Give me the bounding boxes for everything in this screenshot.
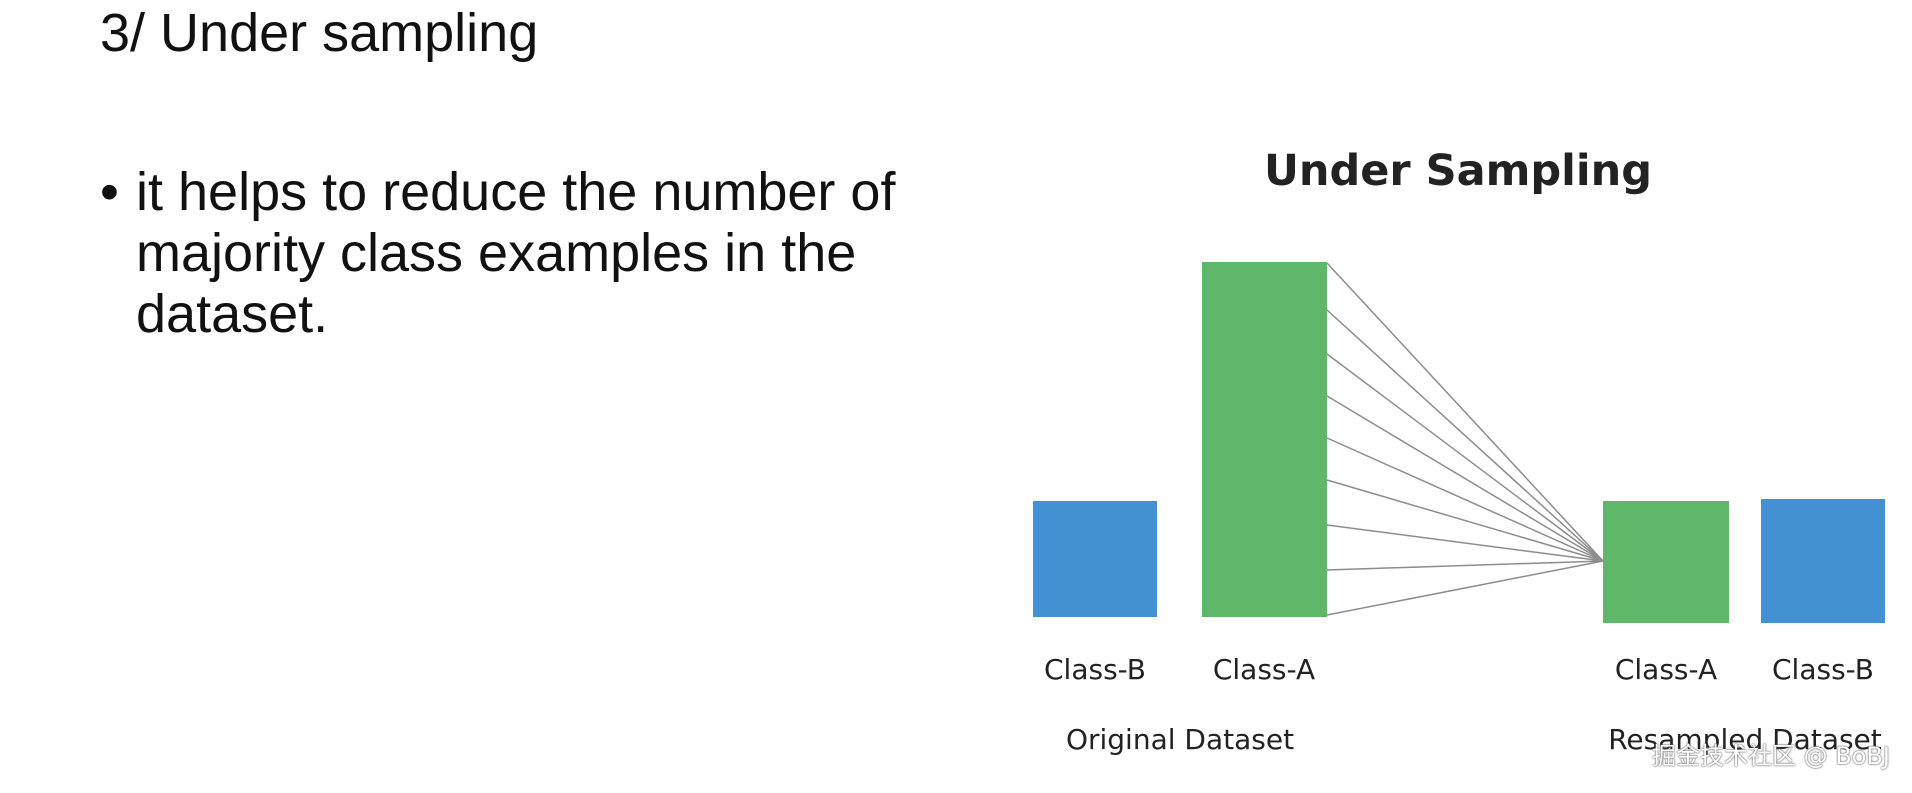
bullet-marker: • xyxy=(100,162,119,222)
bullet-point: • it helps to reduce the number of major… xyxy=(100,162,960,345)
resampled-dataset-caption: Resampled Dataset xyxy=(1608,723,1882,756)
connector-line xyxy=(1326,309,1604,562)
original-class-a-label: Class-A xyxy=(1213,653,1315,686)
connector-line xyxy=(1326,560,1604,571)
connector-line xyxy=(1326,479,1604,562)
connector-line xyxy=(1326,560,1604,616)
resampled-class-a-label: Class-A xyxy=(1615,653,1717,686)
original-class-b-label: Class-B xyxy=(1044,653,1146,686)
original-class-b-bar xyxy=(1033,501,1157,617)
original-class-a-bar xyxy=(1202,262,1327,617)
slide-title: 3/ Under sampling xyxy=(100,3,539,63)
sampling-connector-lines xyxy=(1326,262,1604,616)
diagram-title: Under Sampling xyxy=(1264,146,1652,196)
connector-line xyxy=(1326,437,1604,562)
resampled-class-a-bar xyxy=(1603,501,1729,623)
original-dataset-caption: Original Dataset xyxy=(1066,723,1294,756)
resampled-class-b-bar xyxy=(1761,499,1885,623)
connector-line xyxy=(1326,262,1604,562)
connector-line xyxy=(1326,524,1604,562)
bullet-text: it helps to reduce the number of majorit… xyxy=(136,162,896,344)
watermark: 掘金技术社区 @ BoBJ xyxy=(1652,742,1890,770)
resampled-class-b-label: Class-B xyxy=(1772,653,1874,686)
connector-line xyxy=(1326,395,1604,562)
connector-line xyxy=(1326,353,1604,562)
